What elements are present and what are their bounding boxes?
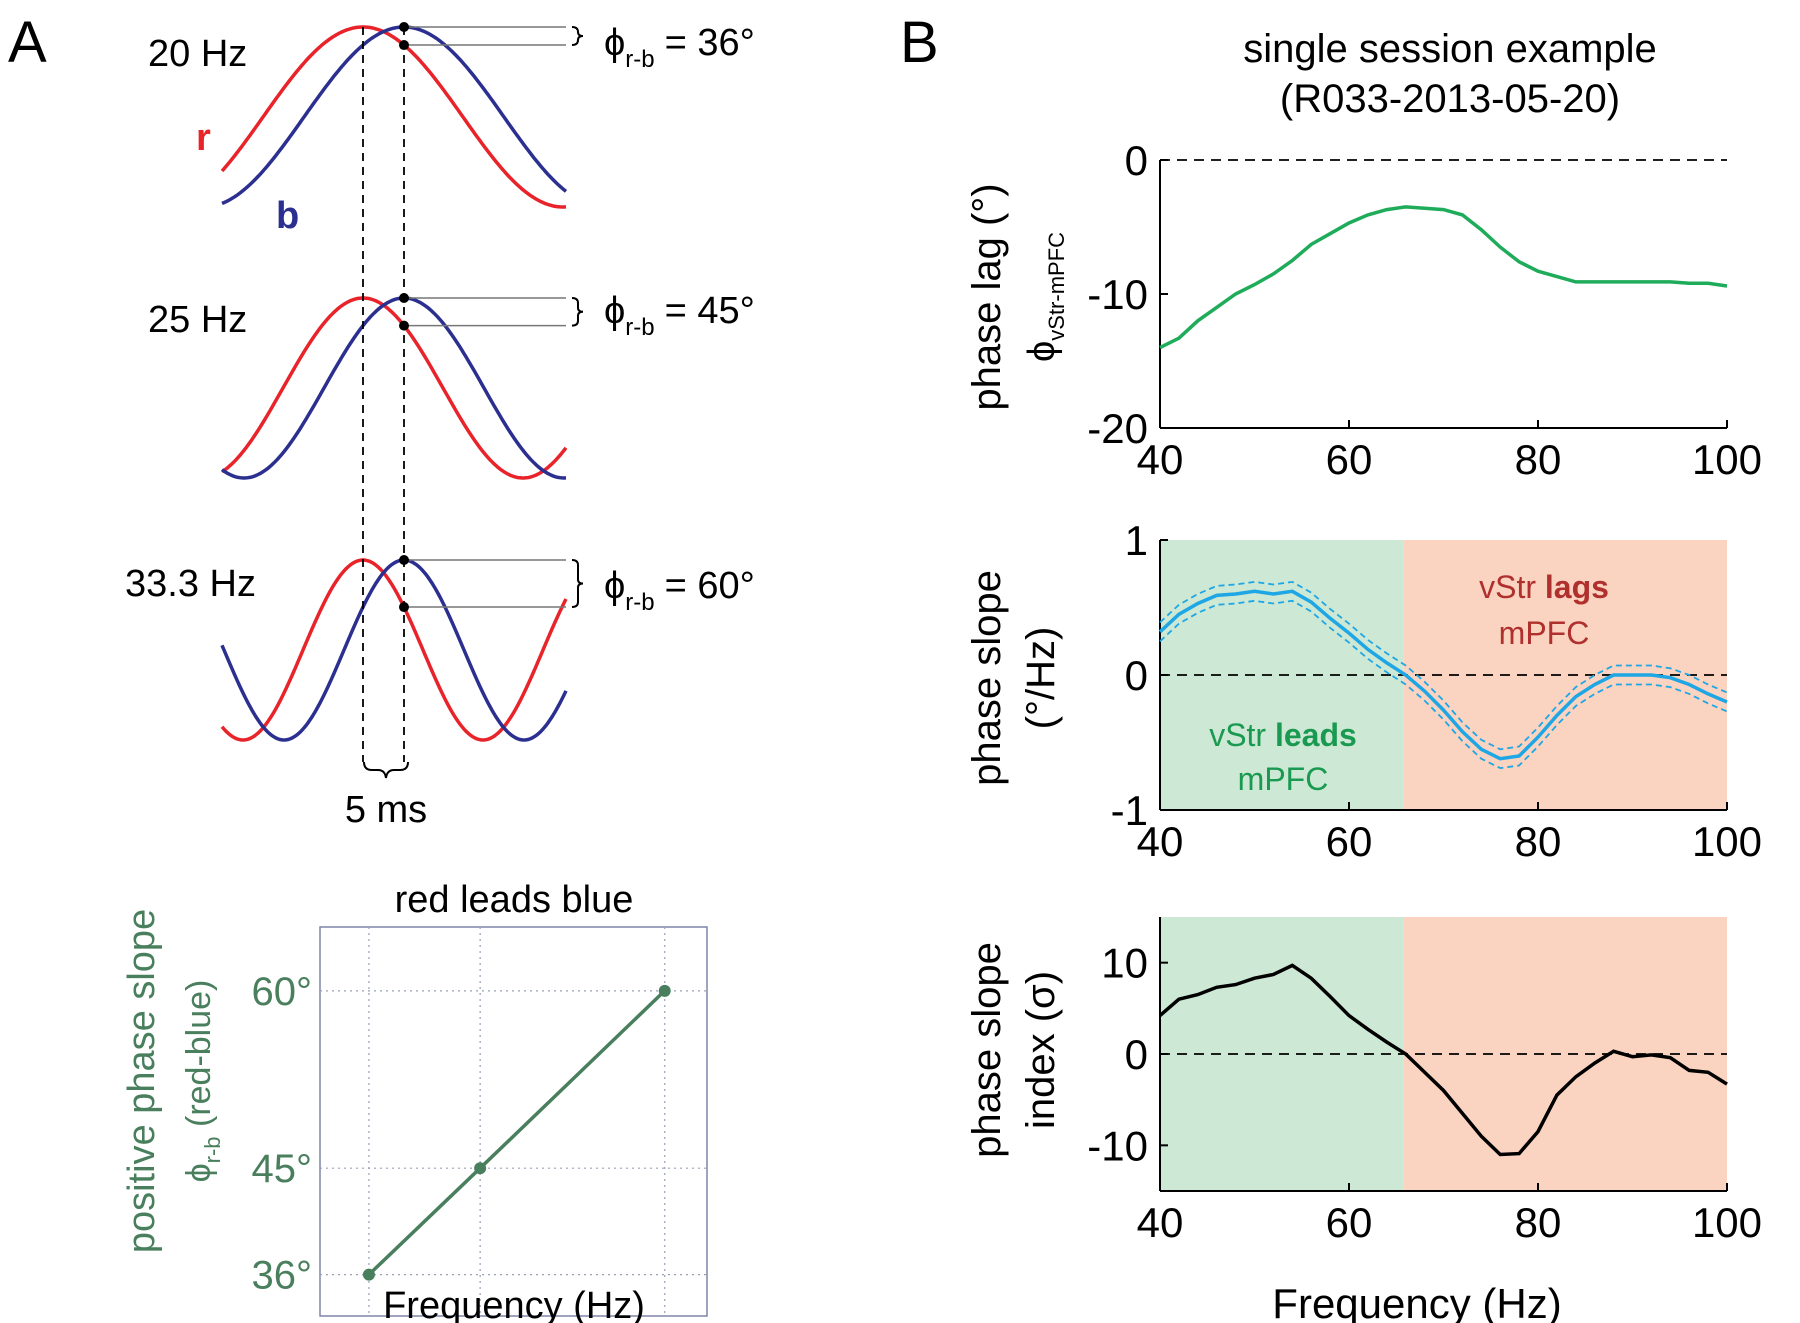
chart-b3-x-tick-2: 80 — [1515, 1199, 1562, 1246]
panel-a-letter: A — [8, 10, 47, 75]
chart-b3-x-tick-3: 100 — [1692, 1199, 1762, 1246]
chart-b1-y-tick-0: 0 — [1125, 137, 1148, 184]
delay-label: 5 ms — [345, 789, 427, 831]
chart-b1-line — [1159, 205, 1728, 350]
chart-b1-y-tick-2: -20 — [1087, 405, 1148, 452]
leads-label-line2: mPFC — [1238, 761, 1329, 797]
chart-a-y-label-line1: positive phase slope — [121, 909, 163, 1253]
phase-slope-y-label-line1: phase slope — [965, 570, 1009, 786]
chart-a-y-ticks: 36° 45° 60° — [252, 970, 313, 1298]
chart-a-grid — [320, 927, 707, 1316]
chart-a-frame — [319, 926, 708, 1317]
chart-a-title: red leads blue — [395, 879, 634, 921]
chart-b2-x-tick-1: 60 — [1326, 818, 1373, 865]
phase-slope-y-label-line2: (°/Hz) — [1019, 627, 1063, 730]
panel-b-letter: B — [900, 10, 939, 75]
chart-a-point-2 — [658, 984, 671, 997]
chart-b1-x-tick-0: 40 — [1137, 436, 1184, 483]
red-leads-blue-chart: red leads blue 202533.3 36°45°60° Freque… — [121, 879, 708, 1323]
psi-y-label-line2: index (σ) — [1019, 971, 1063, 1129]
chart-b1-x-tick-1: 60 — [1326, 436, 1373, 483]
lags-label-line2: mPFC — [1499, 615, 1590, 651]
phi-label-25: ϕr-b = 45° — [604, 290, 755, 341]
red-sine-0 — [220, 25, 567, 209]
chart-b3-x-tick-0: 40 — [1137, 1199, 1184, 1246]
chart-b2-x-tick-0: 40 — [1137, 818, 1184, 865]
chart-b3-y-tick-0: 10 — [1101, 940, 1148, 987]
chart-b1-y-tick-1: -10 — [1087, 271, 1148, 318]
red-sine-1 — [221, 296, 568, 480]
red-sine-2 — [220, 558, 568, 742]
blue-sine-0 — [221, 25, 568, 206]
phase-brace-2 — [571, 559, 584, 609]
y-tick-1: 45° — [252, 1147, 313, 1191]
sine-illustration — [220, 22, 584, 762]
chart-b2-line — [1158, 589, 1728, 761]
chart-b2-x-tick-3: 100 — [1692, 818, 1762, 865]
blue-sine-2 — [220, 558, 568, 742]
phase-slope-chart: 40 60 80 100 1 0 -1 — [1111, 517, 1762, 865]
delay-brace — [363, 761, 409, 779]
freq-label-33: 33.3 Hz — [125, 563, 256, 605]
chart-b3-y-tick-2: -10 — [1087, 1122, 1148, 1169]
chart-a-series — [362, 984, 671, 1281]
blue-sine-1 — [220, 296, 567, 480]
chart-a-x-label: Frequency (Hz) — [383, 1285, 645, 1323]
chart-b2-y-tick-2: -1 — [1111, 787, 1148, 834]
phi-label-20: ϕr-b = 36° — [604, 22, 755, 73]
chart-a-y-label-line2: ϕr-b (red-blue) — [180, 980, 225, 1183]
freq-label-20: 20 Hz — [148, 33, 247, 75]
chart-b3-y-tick-1: 0 — [1125, 1031, 1148, 1078]
chart-a-point-1 — [474, 1162, 487, 1175]
phase-brace-0 — [571, 26, 584, 47]
chart-b1-x-tick-2: 80 — [1515, 436, 1562, 483]
chart-a-line — [367, 989, 666, 1276]
panel-b-title-line1: single session example — [1243, 27, 1657, 71]
panel-b-title-line2: (R033-2013-05-20) — [1280, 77, 1620, 121]
chart-b3-line — [1158, 963, 1728, 1157]
chart-b2-y-tick-0: 1 — [1125, 517, 1148, 564]
panel-b-x-label: Frequency (Hz) — [1272, 1280, 1561, 1323]
freq-label-25: 25 Hz — [148, 299, 247, 341]
y-tick-0: 36° — [252, 1254, 313, 1298]
chart-b3-x-tick-1: 60 — [1326, 1199, 1373, 1246]
phase-lag-y-label-line1: phase lag (°) — [965, 183, 1009, 410]
leads-label-line1: vStr leads — [1209, 717, 1357, 753]
phi-label-33: ϕr-b = 60° — [604, 565, 755, 616]
red-curve-label: r — [196, 117, 211, 159]
psi-y-label-line1: phase slope — [965, 942, 1009, 1158]
chart-a-point-0 — [362, 1268, 375, 1281]
phase-lag-chart: 40 60 80 100 0 -10 -20 — [1087, 137, 1762, 483]
lags-label-line1: vStr lags — [1479, 569, 1609, 605]
phase-lag-y-label-line2: ϕvStr-mPFC — [1021, 232, 1069, 362]
chart-b2-y-tick-1: 0 — [1125, 652, 1148, 699]
phase-brace-1 — [571, 297, 584, 327]
y-tick-2: 60° — [252, 970, 313, 1014]
chart-b2-x-tick-2: 80 — [1515, 818, 1562, 865]
chart-b1-x-tick-3: 100 — [1692, 436, 1762, 483]
blue-curve-label: b — [276, 195, 299, 237]
